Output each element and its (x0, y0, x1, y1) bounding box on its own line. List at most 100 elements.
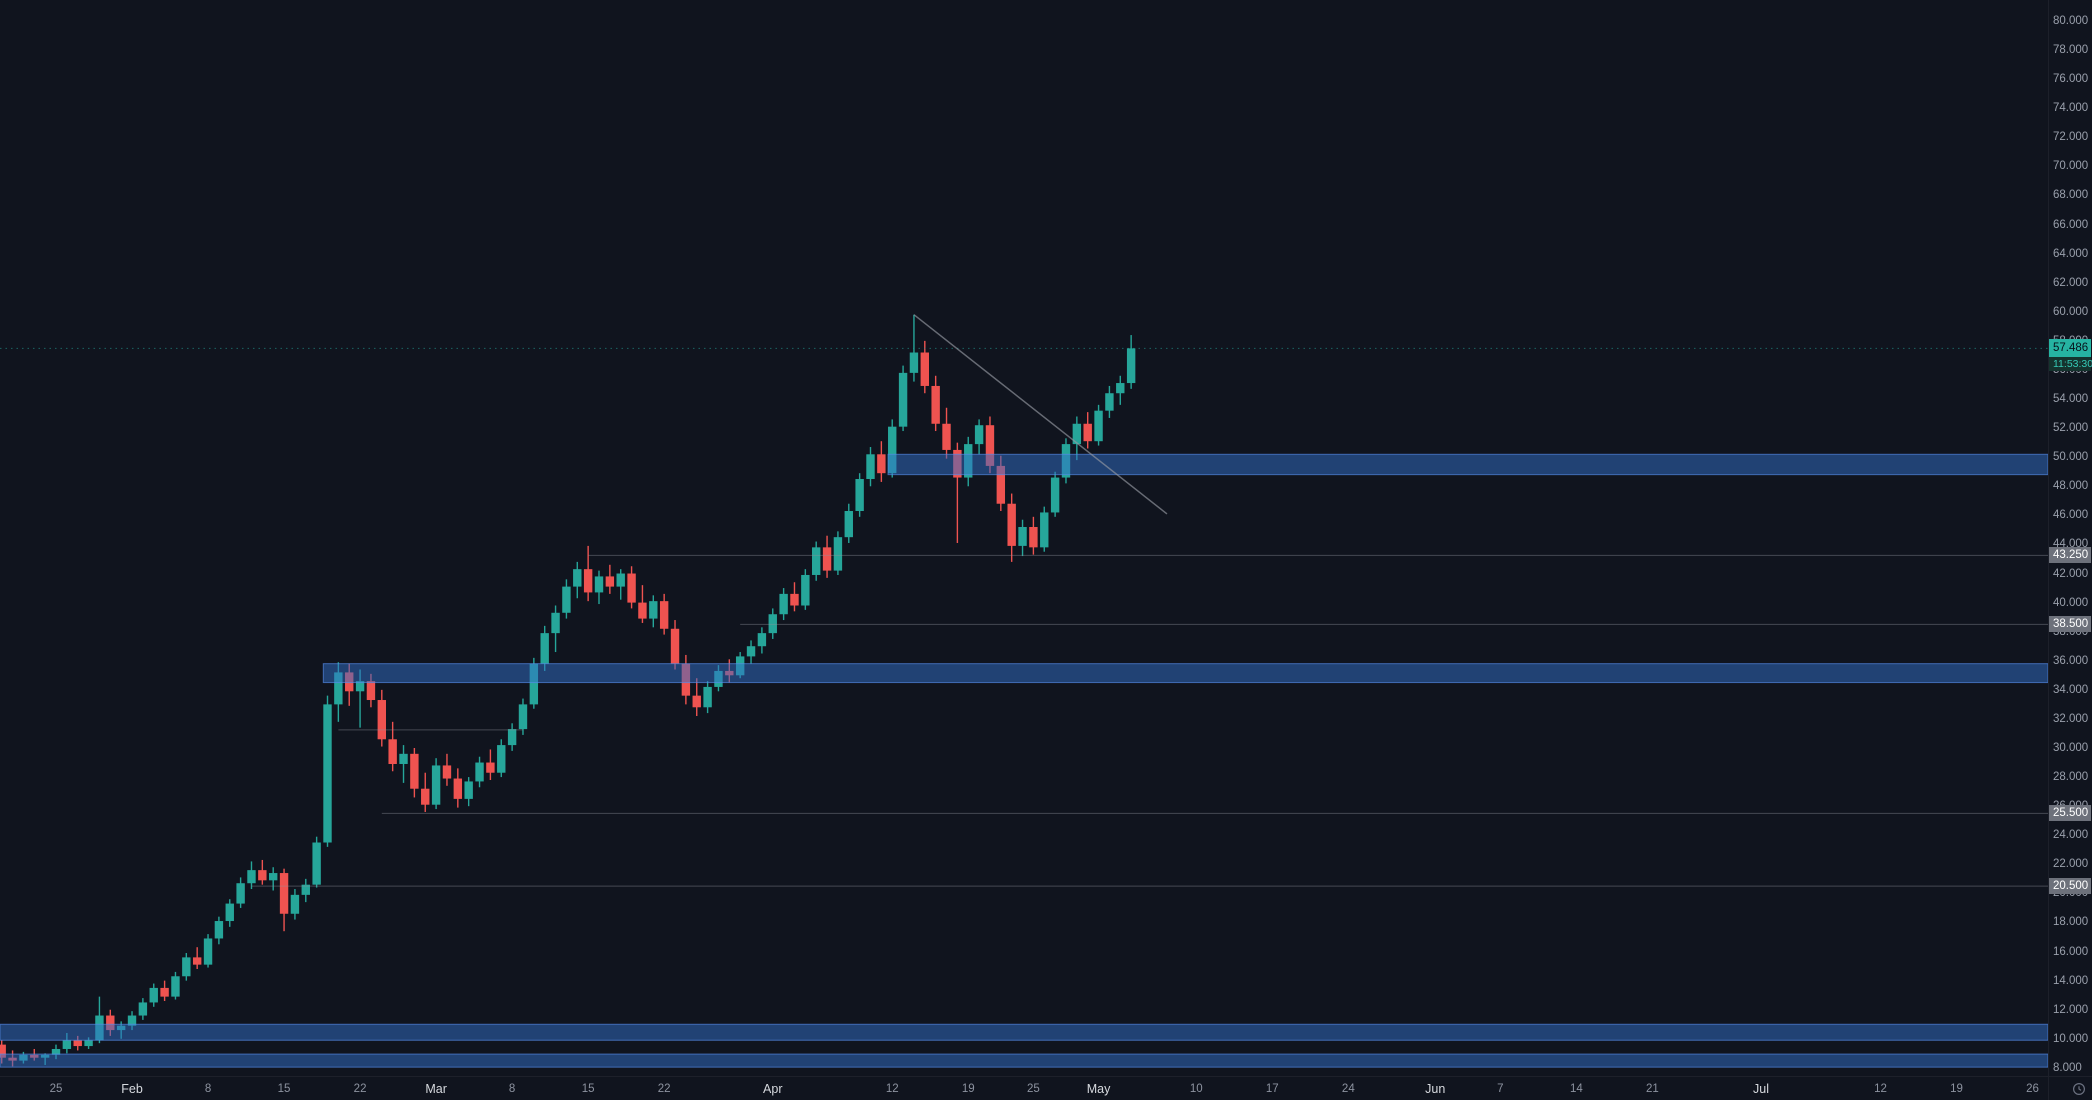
price-line-label: 20.500 (2049, 878, 2091, 895)
bar-countdown-label: 11:53:30 (2049, 357, 2092, 372)
supply-demand-zone[interactable] (887, 453, 2048, 476)
candle-up (269, 867, 278, 891)
price-tick-label: 72.000 (2053, 131, 2089, 144)
price-tick-label: 22.000 (2053, 858, 2089, 871)
candle-up (562, 579, 571, 619)
time-axis[interactable]: 25 Feb 8 15 22 Mar 8 15 22 Apr 12 19 25 May 10 17 24 Jun 7… (0, 1076, 2048, 1100)
candle-up (171, 971, 180, 1000)
supply-demand-zone[interactable] (322, 663, 2048, 684)
candle-down (279, 868, 289, 932)
time-day-label: 19 (1950, 1083, 1963, 1095)
price-tick-label: 8.000 (2053, 1061, 2082, 1074)
price-tick-label: 74.000 (2053, 102, 2089, 115)
candle-up (746, 640, 756, 664)
time-day-label: 8 (508, 1083, 516, 1095)
candle-up (497, 739, 506, 778)
time-day-label: 26 (2026, 1083, 2039, 1095)
candle-up (312, 836, 321, 888)
time-day-label: 15 (277, 1083, 291, 1095)
candle-up (1040, 506, 1049, 552)
candle-down (442, 753, 452, 786)
candle-down (659, 593, 669, 635)
candle-down (453, 768, 463, 808)
price-tick-label: 80.000 (2053, 15, 2089, 27)
price-axis[interactable]: 57.486 11:53:30 80.000 78.000 76.000 74.000… (2048, 0, 2092, 1076)
candle-up (138, 998, 148, 1020)
candle-up (507, 723, 517, 751)
candle-up (812, 541, 821, 581)
candle-up (833, 531, 843, 575)
candle-up (703, 681, 712, 714)
time-month-label: Apr (763, 1082, 783, 1096)
candle-down (931, 375, 940, 432)
candle-down (486, 749, 495, 780)
price-tick-label: 70.000 (2053, 160, 2089, 173)
price-tick-label: 40.000 (2053, 596, 2089, 609)
candle-up (225, 899, 234, 927)
time-day-label: 22 (657, 1083, 671, 1095)
candle-up (757, 627, 767, 654)
candlestick-chart (0, 314, 2048, 1068)
candle-up (1018, 519, 1027, 557)
price-tick-label: 10.000 (2053, 1032, 2089, 1045)
candle-up (518, 698, 528, 735)
candle-up (214, 916, 224, 945)
candle-down (160, 980, 169, 1001)
price-tick-label: 30.000 (2053, 742, 2089, 754)
price-line-label: 25.500 (2049, 805, 2091, 822)
supply-demand-zone[interactable] (0, 1023, 2048, 1041)
candle-up (149, 983, 158, 1007)
time-day-label: 12 (885, 1083, 899, 1095)
trend-line[interactable] (913, 314, 1168, 515)
time-day-label: 15 (581, 1083, 595, 1095)
candle-down (1029, 516, 1038, 555)
time-day-label: 17 (1265, 1083, 1279, 1095)
time-day-label: 12 (1874, 1083, 1887, 1095)
candle-up (236, 877, 245, 908)
price-tick-label: 28.000 (2053, 771, 2089, 784)
candle-down (692, 678, 701, 717)
candle-up (898, 365, 908, 432)
time-month-label: Jul (1753, 1082, 1770, 1096)
candle-down (258, 859, 267, 885)
time-day-label: 7 (1497, 1083, 1504, 1095)
candle-up (649, 595, 658, 628)
time-month-label: Mar (425, 1082, 447, 1096)
price-tick-label: 46.000 (2053, 509, 2089, 522)
candle-up (866, 447, 875, 487)
candle-up (844, 503, 853, 543)
candle-up (855, 473, 864, 517)
candle-up (301, 878, 310, 903)
candle-up (594, 570, 604, 605)
price-tick-label: 36.000 (2053, 654, 2089, 667)
price-tick-label: 24.000 (2053, 829, 2089, 842)
time-day-label: 22 (353, 1083, 367, 1095)
candle-down (942, 407, 951, 459)
candle-down (822, 535, 832, 578)
candle-up (779, 588, 788, 621)
price-tick-label: 64.000 (2053, 247, 2089, 260)
price-tick-label: 52.000 (2053, 422, 2089, 435)
candle-down (377, 689, 386, 747)
candle-up (475, 756, 484, 788)
price-tick-label: 14.000 (2053, 974, 2089, 987)
candle-up (801, 569, 810, 610)
candle-down (877, 441, 886, 482)
price-line-label: 38.500 (2049, 616, 2091, 633)
chart-pane[interactable] (0, 0, 2048, 1076)
candle-up (323, 695, 332, 847)
price-tick-label: 68.000 (2053, 189, 2089, 202)
timezone-corner[interactable] (2048, 1076, 2092, 1100)
candle-down (790, 582, 799, 612)
price-tick-label: 16.000 (2053, 945, 2089, 958)
candle-up (1050, 471, 1060, 517)
supply-demand-zone[interactable] (0, 1053, 2048, 1068)
price-tick-label: 54.000 (2053, 393, 2089, 406)
time-day-label: 25 (1026, 1083, 1040, 1095)
candle-down (670, 620, 680, 670)
candle-down (192, 947, 202, 970)
price-tick-label: 42.000 (2053, 567, 2089, 580)
candle-up (1116, 375, 1125, 405)
last-price-label: 57.486 (2049, 339, 2091, 358)
